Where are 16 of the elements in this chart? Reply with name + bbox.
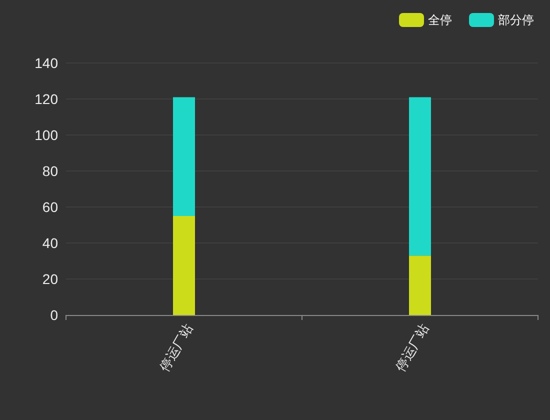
bar — [409, 97, 431, 256]
y-tick-label: 60 — [42, 199, 58, 215]
y-tick-label: 40 — [42, 235, 58, 251]
bar — [173, 97, 195, 216]
bar — [173, 216, 195, 315]
x-tick-label: 停运厂站 — [392, 321, 432, 374]
y-tick-label: 140 — [34, 55, 58, 71]
y-tick-label: 120 — [34, 91, 58, 107]
x-tick-label: 停运厂站 — [156, 321, 196, 374]
y-tick-label: 0 — [50, 307, 58, 323]
y-tick-label: 100 — [34, 127, 58, 143]
legend-label: 全停 — [428, 13, 452, 27]
y-tick-label: 80 — [42, 163, 58, 179]
bar — [409, 256, 431, 315]
legend-label: 部分停 — [498, 13, 534, 27]
y-tick-label: 20 — [42, 271, 58, 287]
